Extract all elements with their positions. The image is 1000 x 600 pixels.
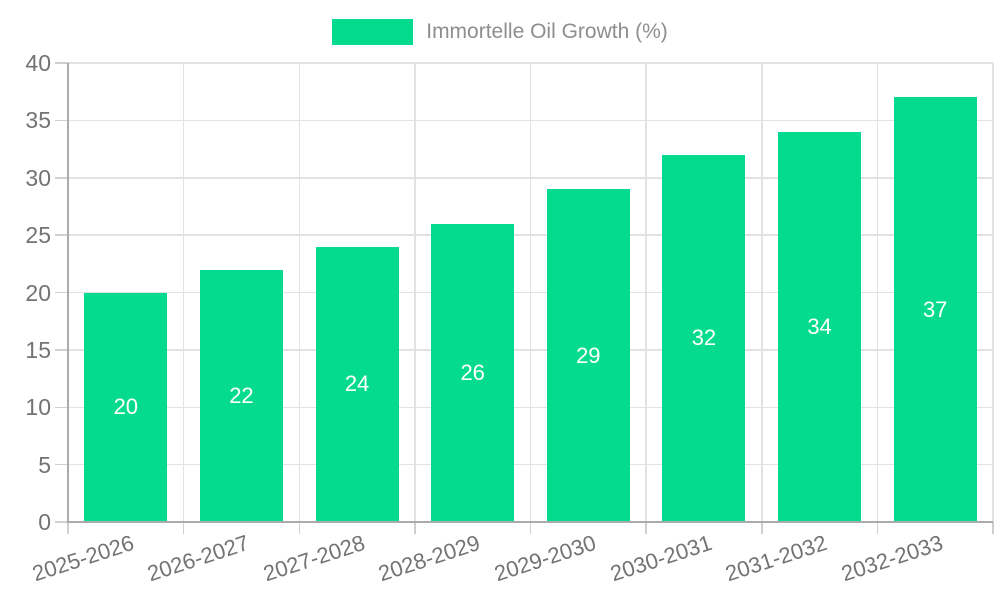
y-tick-mark: [55, 349, 68, 351]
y-tick-mark: [55, 463, 68, 466]
legend-label: Immortelle Oil Growth (%): [426, 20, 668, 43]
y-tick-mark: [55, 62, 68, 64]
x-tick-mark: [414, 522, 416, 534]
bar-value-label: 29: [576, 342, 601, 368]
bar-value-label: 32: [691, 325, 717, 351]
gridline-vertical: [529, 63, 532, 522]
y-axis-line: [66, 63, 69, 522]
gridline-vertical: [298, 63, 300, 522]
bar-value-label: 22: [229, 382, 254, 408]
x-tick-label: 2025-2026: [28, 530, 137, 587]
legend: Immortelle Oil Growth (%): [0, 19, 1000, 45]
gridline-vertical: [645, 63, 647, 522]
y-tick-mark: [55, 521, 68, 523]
x-tick-label: 2031-2032: [722, 530, 831, 587]
x-tick-label: 2027-2028: [259, 530, 368, 587]
y-tick-mark: [55, 234, 68, 236]
y-tick-mark: [55, 119, 68, 122]
x-tick-label: 2029-2030: [491, 530, 600, 587]
x-tick-mark: [182, 522, 185, 534]
x-tick-label: 2026-2027: [144, 530, 253, 587]
y-tick-label: 35: [25, 107, 51, 134]
x-tick-mark: [298, 522, 300, 534]
y-tick-label: 40: [25, 50, 51, 76]
x-tick-mark: [992, 522, 994, 534]
y-tick-label: 25: [25, 222, 51, 249]
y-tick-label: 10: [25, 394, 51, 421]
gridline-vertical: [414, 63, 416, 522]
y-tick-mark: [55, 406, 68, 408]
x-tick-mark: [67, 522, 69, 534]
bar-2027-2028: [315, 246, 399, 522]
bar-2030-2031: [662, 154, 746, 522]
gridline-vertical: [182, 63, 185, 522]
x-tick-mark: [761, 522, 763, 534]
y-tick-label: 20: [25, 279, 51, 306]
bar-value-label: 26: [460, 359, 485, 385]
bar-2031-2032: [778, 131, 862, 522]
y-tick-label: 5: [38, 451, 51, 478]
gridline-vertical: [761, 63, 763, 522]
gridline-vertical: [876, 63, 879, 522]
y-tick-mark: [55, 291, 68, 294]
legend-swatch: [332, 19, 414, 45]
x-axis-line: [66, 520, 993, 523]
y-tick-label: 30: [25, 164, 51, 191]
x-tick-mark: [529, 522, 532, 534]
legend-item[interactable]: Immortelle Oil Growth (%): [332, 19, 668, 45]
y-tick-label: 0: [38, 509, 51, 535]
x-tick-label: 2030-2031: [606, 530, 715, 587]
y-tick-mark: [55, 177, 68, 179]
bar-2025-2026: [84, 292, 168, 522]
bar-value-label: 34: [807, 313, 832, 339]
x-tick-label: 2028-2029: [375, 530, 484, 587]
x-tick-mark: [645, 522, 647, 534]
bar-2028-2029: [431, 223, 515, 522]
bar-value-label: 24: [344, 371, 370, 397]
gridline-vertical: [992, 63, 994, 522]
bar-2026-2027: [199, 269, 283, 522]
x-tick-mark: [876, 522, 879, 534]
bar-2029-2030: [546, 189, 630, 522]
bar-value-label: 20: [113, 394, 139, 420]
x-tick-label: 2032-2033: [838, 530, 946, 587]
y-tick-label: 15: [25, 336, 51, 363]
bar-value-label: 37: [922, 296, 948, 322]
bar-2032-2033: [893, 97, 977, 522]
